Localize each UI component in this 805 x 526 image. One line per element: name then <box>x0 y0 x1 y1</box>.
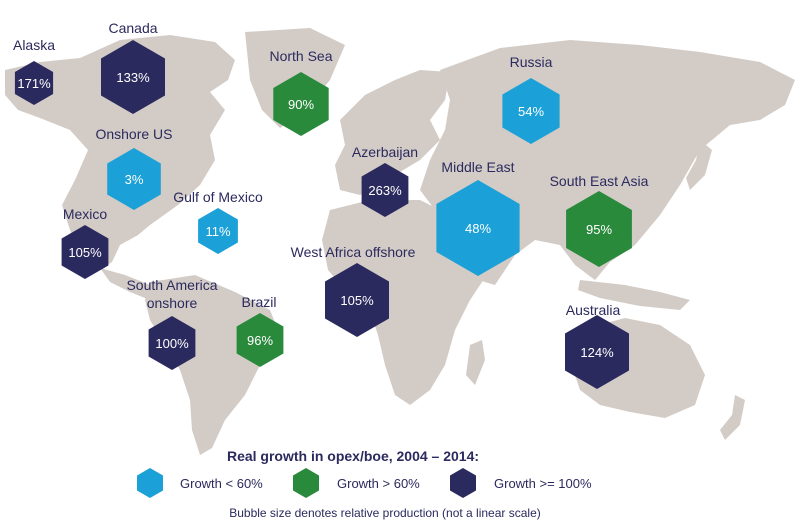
landmass-north-america <box>5 35 235 270</box>
legend-item-low: Growth < 60% <box>137 468 263 498</box>
label-south-east-asia: South East Asia <box>550 173 649 189</box>
landmass-central-america <box>100 268 160 300</box>
region-marker-russia: 54% Russia <box>502 54 560 144</box>
region-marker-azerbaijan: 263% Azerbaijan <box>352 144 418 217</box>
label-mexico: Mexico <box>63 206 108 222</box>
value-mexico: 105% <box>68 245 102 260</box>
value-onshore-us: 3% <box>125 172 144 187</box>
legend-swatch-low <box>137 468 163 498</box>
legend-swatch-high <box>450 468 476 498</box>
legend-label-low: Growth < 60% <box>180 476 263 491</box>
legend-title: Real growth in opex/boe, 2004 – 2014: <box>227 448 479 464</box>
label-brazil: Brazil <box>241 294 276 310</box>
hex-onshore-us <box>107 148 161 210</box>
label-canada: Canada <box>108 20 157 36</box>
value-azerbaijan: 263% <box>368 183 402 198</box>
hex-mexico <box>61 225 109 279</box>
value-south-america-onshore: 100% <box>155 336 189 351</box>
value-russia: 54% <box>518 104 544 119</box>
region-marker-onshore-us: 3% Onshore US <box>95 126 173 210</box>
label-onshore-us: Onshore US <box>95 126 172 142</box>
region-marker-middle-east: 48% Middle East <box>436 159 520 276</box>
region-marker-gulf-of-mexico: 11% Gulf of Mexico <box>173 189 263 254</box>
hex-south-east-asia <box>566 191 632 267</box>
legend-label-high: Growth >= 100% <box>494 476 592 491</box>
region-marker-brazil: 96% Brazil <box>236 294 284 367</box>
landmass-new-zealand <box>720 395 745 440</box>
landmass-madagascar <box>466 340 485 385</box>
label-azerbaijan: Azerbaijan <box>352 144 418 160</box>
region-marker-canada: 133% Canada <box>101 20 165 114</box>
footnote: Bubble size denotes relative production … <box>229 506 541 520</box>
landmass-japan <box>686 140 712 190</box>
hex-north-sea <box>273 72 329 136</box>
landmass-europe <box>335 70 450 195</box>
region-marker-mexico: 105% Mexico <box>61 206 109 279</box>
hex-azerbaijan <box>361 163 409 217</box>
label-middle-east: Middle East <box>441 159 514 175</box>
hex-brazil <box>236 313 284 367</box>
region-markers: 171% Alaska 133% Canada 90% North Sea 54% Russi… <box>13 20 649 389</box>
hex-south-america-onshore <box>148 316 196 370</box>
value-south-east-asia: 95% <box>586 222 612 237</box>
hex-middle-east <box>436 180 520 276</box>
legend-swatch-mid <box>293 468 319 498</box>
legend-label-mid: Growth > 60% <box>337 476 420 491</box>
hex-alaska <box>14 61 54 105</box>
region-marker-australia: 124% Australia <box>565 302 629 389</box>
region-marker-south-america-onshore: 100% South America onshore <box>126 277 218 370</box>
region-marker-north-sea: 90% North Sea <box>269 48 333 136</box>
hex-west-africa-offshore <box>325 263 389 337</box>
value-brazil: 96% <box>247 333 273 348</box>
landmass-indonesia <box>578 280 690 310</box>
legend: Real growth in opex/boe, 2004 – 2014: Gr… <box>137 448 592 520</box>
label-west-africa-offshore: West Africa offshore <box>291 244 416 260</box>
value-west-africa-offshore: 105% <box>340 293 374 308</box>
label-russia: Russia <box>510 54 553 70</box>
region-marker-alaska: 171% Alaska <box>13 37 55 105</box>
region-marker-south-east-asia: 95% South East Asia <box>550 173 649 267</box>
region-marker-west-africa-offshore: 105% West Africa offshore <box>291 244 416 337</box>
legend-item-high: Growth >= 100% <box>450 468 592 498</box>
label-australia: Australia <box>566 302 621 318</box>
value-gulf-of-mexico: 11% <box>205 224 230 239</box>
label-north-sea: North Sea <box>269 48 332 64</box>
label-alaska: Alaska <box>13 37 55 53</box>
legend-item-mid: Growth > 60% <box>293 468 420 498</box>
value-canada: 133% <box>116 70 150 85</box>
hex-gulf-of-mexico <box>198 208 238 254</box>
hex-australia <box>565 315 629 389</box>
hex-canada <box>101 40 165 114</box>
label-south-america-onshore: South America onshore <box>126 277 217 311</box>
value-middle-east: 48% <box>465 221 491 236</box>
value-australia: 124% <box>580 345 614 360</box>
hex-russia <box>502 78 560 144</box>
label-gulf-of-mexico: Gulf of Mexico <box>173 189 263 205</box>
value-north-sea: 90% <box>288 97 314 112</box>
value-alaska: 171% <box>17 76 51 91</box>
